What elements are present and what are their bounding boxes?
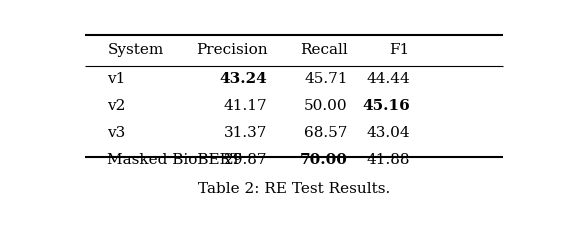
Text: Masked BioBERT: Masked BioBERT bbox=[107, 153, 241, 166]
Text: Recall: Recall bbox=[300, 43, 348, 56]
Text: 41.17: 41.17 bbox=[224, 99, 267, 113]
Text: v1: v1 bbox=[107, 72, 126, 86]
Text: 43.04: 43.04 bbox=[366, 126, 410, 140]
Text: 41.88: 41.88 bbox=[366, 153, 410, 166]
Text: v2: v2 bbox=[107, 99, 126, 113]
Text: 31.37: 31.37 bbox=[224, 126, 267, 140]
Text: v3: v3 bbox=[107, 126, 126, 140]
Text: 70.00: 70.00 bbox=[300, 153, 348, 166]
Text: 43.24: 43.24 bbox=[220, 72, 267, 86]
Text: F1: F1 bbox=[390, 43, 410, 56]
Text: 44.44: 44.44 bbox=[366, 72, 410, 86]
Text: 29.87: 29.87 bbox=[224, 153, 267, 166]
Text: System: System bbox=[107, 43, 164, 56]
Text: Table 2: RE Test Results.: Table 2: RE Test Results. bbox=[198, 181, 390, 195]
Text: 50.00: 50.00 bbox=[304, 99, 348, 113]
Text: 45.16: 45.16 bbox=[362, 99, 410, 113]
Text: Precision: Precision bbox=[196, 43, 267, 56]
Text: 45.71: 45.71 bbox=[304, 72, 348, 86]
Text: 68.57: 68.57 bbox=[304, 126, 348, 140]
